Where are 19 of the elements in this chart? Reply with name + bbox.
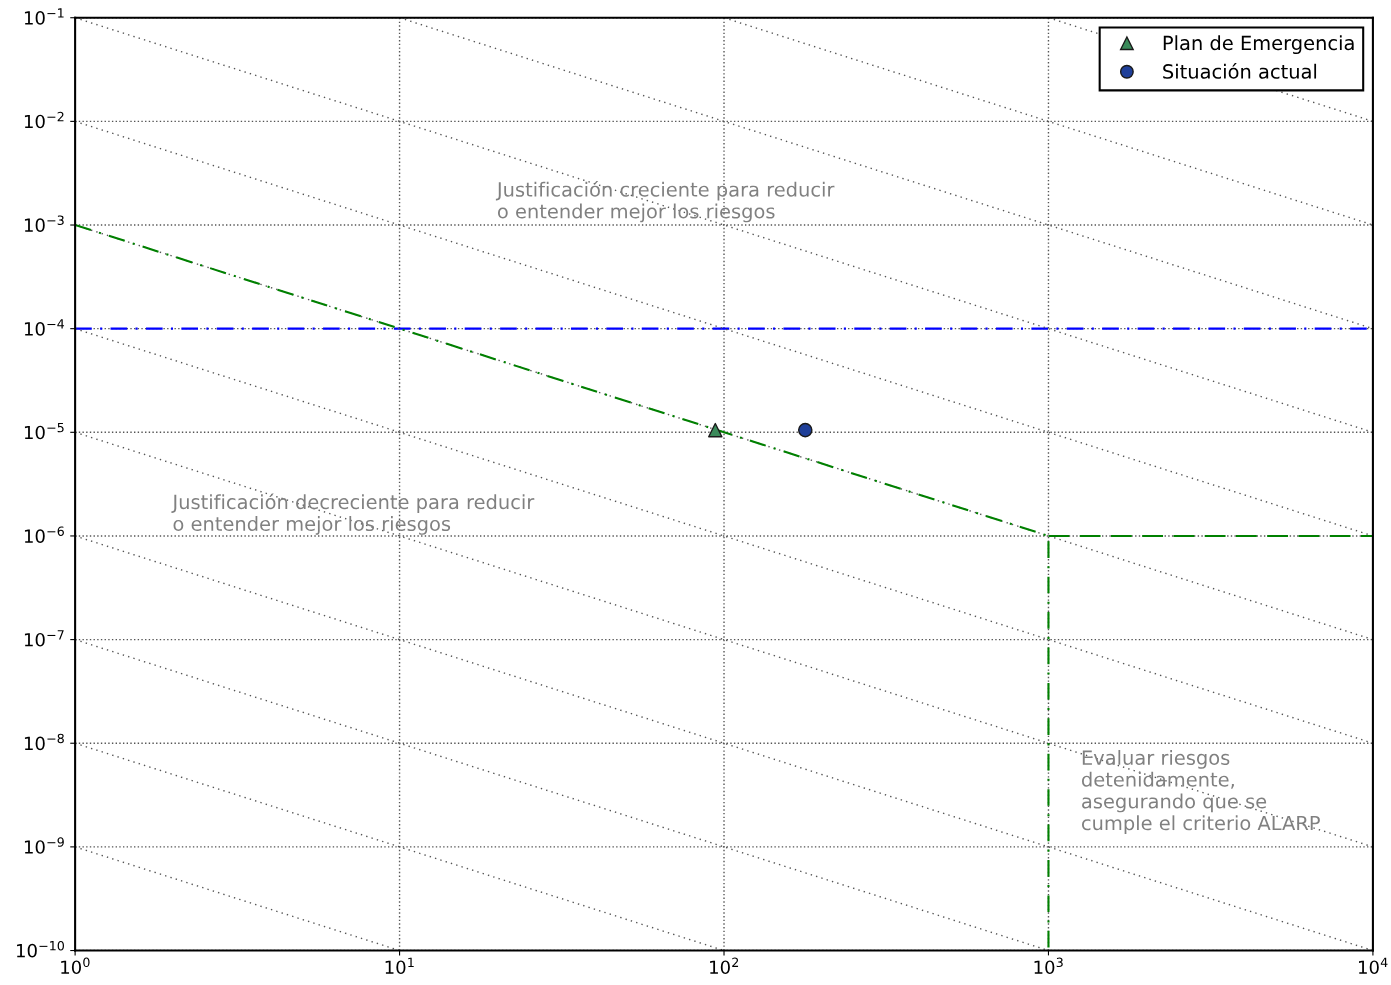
legend-label: Plan de Emergencia bbox=[1163, 35, 1354, 55]
annotation: Justificación creciente para reducir o entender mejor los riesgos bbox=[495, 180, 835, 223]
y-tick-label: 10$^{−5}$ bbox=[24, 422, 64, 440]
x-tick-label: 10$^{4}$ bbox=[1359, 957, 1388, 975]
y-tick-label: 10$^{−2}$ bbox=[24, 111, 64, 129]
y-tick-label: 10$^{−9}$ bbox=[24, 837, 64, 854]
y-tick-label: 10$^{−4}$ bbox=[24, 319, 65, 336]
x-tick-label: 10$^{3}$ bbox=[1034, 957, 1063, 975]
x-tick-label: 10$^{0}$ bbox=[61, 957, 90, 975]
legend-label: Situación actual bbox=[1163, 62, 1317, 79]
y-tick-label: 10$^{−8}$ bbox=[24, 733, 64, 751]
y-tick-label: 10$^{−10}$ bbox=[17, 940, 64, 958]
y-tick-label: 10$^{−7}$ bbox=[24, 630, 64, 647]
annotation: Evaluar riesgos detenidamente, asegurando que se cumple el criterio ALARP bbox=[1081, 749, 1320, 835]
x-tick-label: 10$^{2}$ bbox=[710, 957, 739, 975]
y-tick-label: 10$^{−1}$ bbox=[24, 8, 64, 25]
y-tick-label: 10$^{−6}$ bbox=[24, 526, 64, 543]
y-tick-label: 10$^{−3}$ bbox=[24, 215, 64, 232]
x-tick-label: 10$^{1}$ bbox=[385, 957, 414, 975]
